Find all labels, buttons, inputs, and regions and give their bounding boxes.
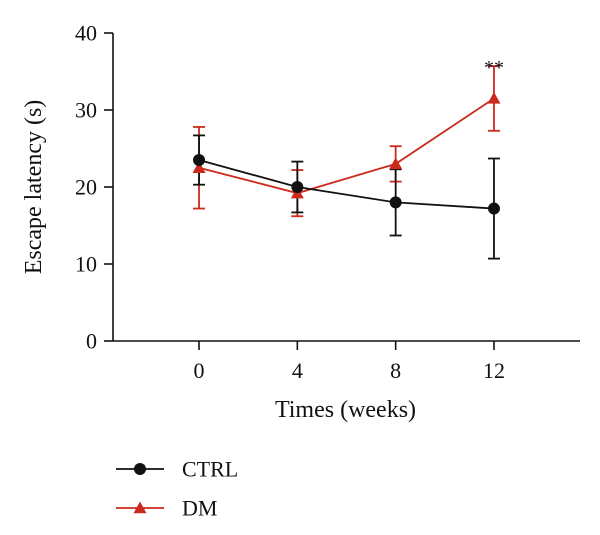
x-tick-label: 12: [483, 358, 505, 383]
annotations: **: [484, 57, 504, 79]
y-tick-label: 40: [75, 21, 97, 46]
legend-marker-ctrl: [134, 463, 146, 475]
data-point-dm: [389, 157, 403, 170]
y-tick-label: 20: [75, 175, 97, 200]
x-tick-label: 8: [390, 358, 401, 383]
y-tick-label: 0: [86, 329, 97, 354]
x-tick-label: 4: [292, 358, 303, 383]
axes: 0 10 20 30 40 0 4 8 12 Escape latency (s) Times…: [21, 21, 580, 423]
significance-marker: **: [484, 57, 504, 79]
data-point-ctrl: [487, 202, 500, 215]
legend-item-ctrl: CTRL: [116, 457, 238, 482]
data-point-ctrl: [193, 154, 206, 167]
data-point-dm: [487, 91, 501, 104]
y-axis-title: Escape latency (s): [21, 100, 47, 275]
series-line-dm: [198, 97, 495, 195]
legend: CTRL DM: [116, 457, 238, 521]
data-point-ctrl: [291, 181, 304, 193]
legend-label: DM: [182, 496, 217, 521]
x-ticks: 0 4 8 12: [194, 341, 505, 383]
y-tick-label: 30: [75, 98, 97, 123]
y-ticks: 0 10 20 30 40: [75, 21, 113, 354]
legend-marker-dm: [133, 501, 147, 514]
plot-series: [192, 65, 501, 260]
data-point-ctrl: [389, 196, 402, 209]
data-point-dm: [192, 161, 206, 173]
x-tick-label: 0: [194, 358, 205, 383]
y-tick-label: 10: [75, 252, 97, 277]
legend-label: CTRL: [182, 457, 238, 482]
series-line-ctrl: [198, 159, 495, 210]
x-axis-title: Times (weeks): [275, 397, 416, 423]
legend-item-dm: DM: [116, 496, 217, 521]
